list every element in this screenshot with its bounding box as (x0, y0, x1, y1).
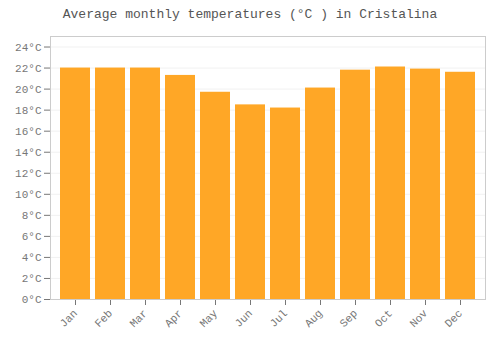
svg-text:20°C: 20°C (15, 84, 42, 96)
svg-text:14°C: 14°C (15, 147, 42, 159)
svg-text:8°C: 8°C (22, 210, 42, 222)
svg-text:Feb: Feb (93, 307, 115, 329)
svg-text:22°C: 22°C (15, 63, 42, 75)
html-text:Average monthly temperatures (: Average monthly temperatures (°C ) in Cr… (62, 7, 438, 22)
svg-text:Mar: Mar (128, 307, 150, 329)
svg-text:Jun: Jun (233, 307, 255, 329)
svg-text:18°C: 18°C (15, 105, 42, 117)
svg-text:6°C: 6°C (22, 231, 42, 243)
svg-text:Dec: Dec (443, 307, 465, 329)
svg-text:0°C: 0°C (22, 294, 42, 306)
svg-text:Aug: Aug (303, 307, 325, 329)
svg-text:Nov: Nov (408, 307, 431, 330)
svg-text:10°C: 10°C (15, 189, 42, 201)
svg-text:Apr: Apr (163, 307, 185, 329)
svg-text:16°C: 16°C (15, 126, 42, 138)
svg-text:Oct: Oct (373, 307, 395, 329)
svg-text:Jan: Jan (58, 307, 80, 329)
svg-text:24°C: 24°C (15, 42, 42, 54)
svg-text:4°C: 4°C (22, 252, 42, 264)
svg-text:12°C: 12°C (15, 168, 42, 180)
svg-text:Jul: Jul (268, 307, 290, 329)
svg-text:May: May (198, 307, 221, 330)
svg-text:Sep: Sep (338, 307, 360, 329)
svg-text:2°C: 2°C (22, 273, 42, 285)
